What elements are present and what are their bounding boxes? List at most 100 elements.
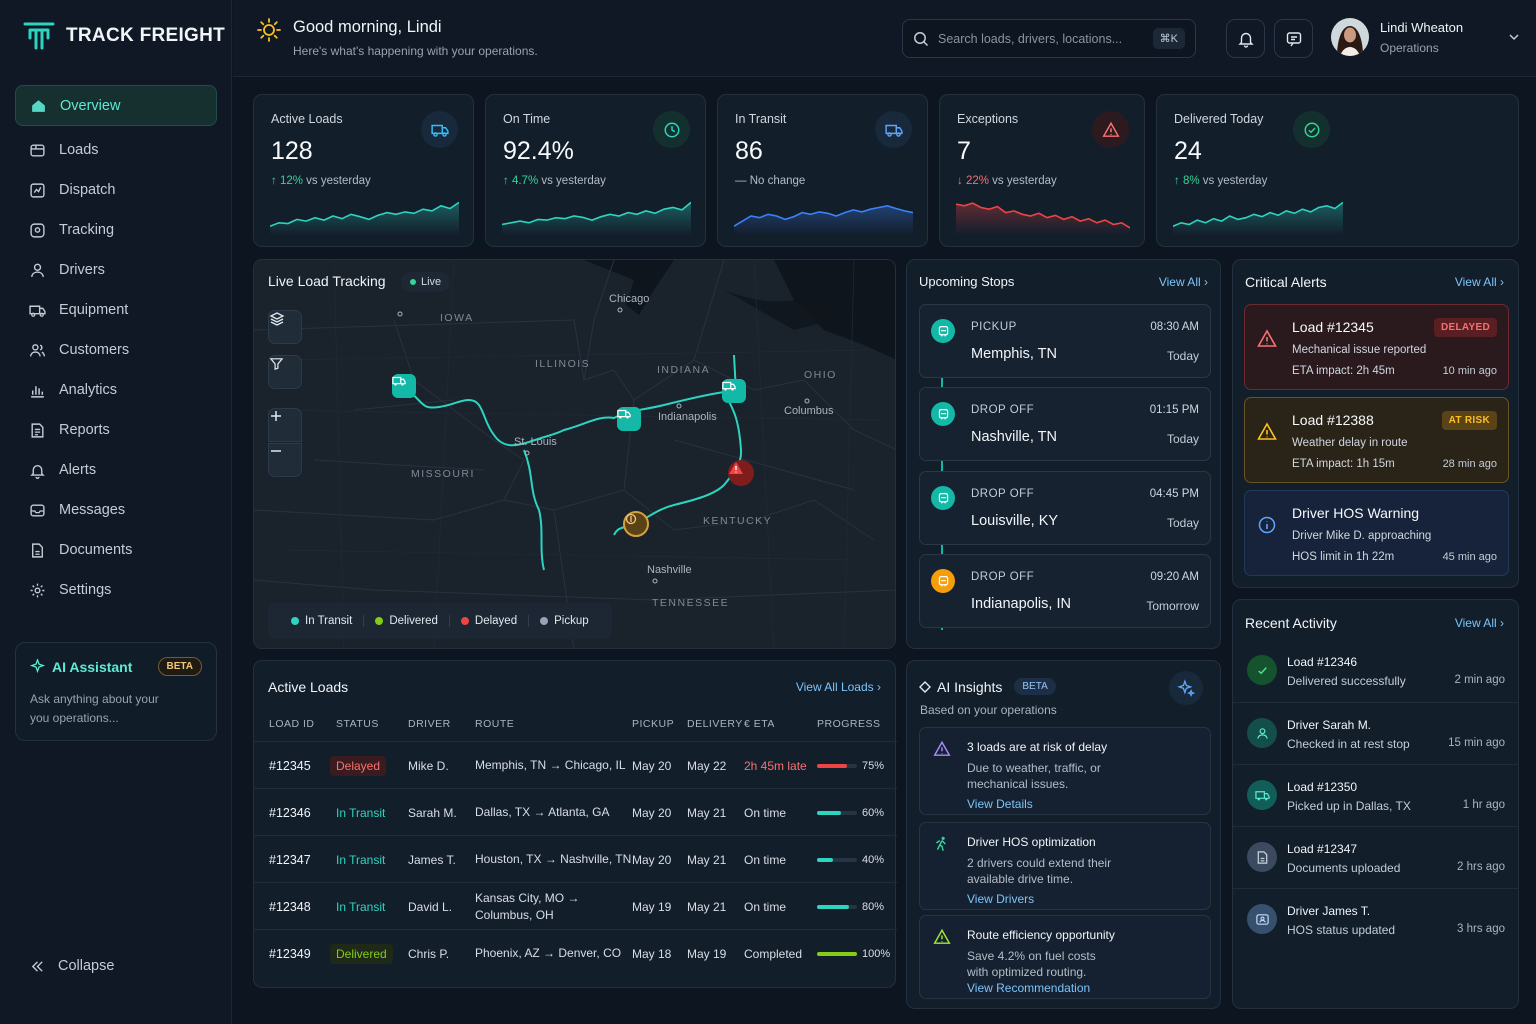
map-marker-truck[interactable] [722,379,746,403]
zoom-out-button[interactable] [268,443,302,477]
messages-button[interactable] [1274,19,1313,58]
insight-link[interactable]: View Details [967,797,1033,811]
progress-fill [817,951,857,956]
activity-item[interactable]: Load #12350 Picked up in Dallas, TX 1 hr… [1233,764,1519,826]
zoom-in-button[interactable] [268,408,302,442]
stat-change-note: No change [749,175,806,187]
sidebar-item-label: Drivers [59,262,105,278]
progress-label: 40% [862,853,885,866]
stop-location: Memphis, TN [971,346,1057,362]
sidebar-item-customers[interactable]: Customers [15,330,217,370]
warning-icon [1257,329,1277,347]
cell-status: Delivered [330,930,393,977]
brand-logo[interactable]: TRACK FREIGHT [22,20,225,52]
view-all-loads-link[interactable]: View All Loads › [795,680,881,694]
activity-item[interactable]: Load #12347 Documents uploaded 2 hrs ago [1233,826,1519,888]
trend-arrow: — [735,175,747,187]
sidebar-item-settings[interactable]: Settings [15,570,217,610]
cell-delivery: May 21 [687,852,727,867]
insight-item[interactable]: Driver HOS optimization 2 drivers could … [919,822,1211,910]
search-input[interactable] [938,31,1138,46]
stop-item[interactable]: PICKUP Memphis, TN 08:30 AM Today [919,304,1211,378]
sidebar-item-messages[interactable]: Messages [15,490,217,530]
stop-item[interactable]: DROP OFF Indianapolis, IN 09:20 AM Tomor… [919,554,1211,628]
alert-item[interactable]: Load #12345 Mechanical issue reported ET… [1244,304,1509,390]
sidebar-item-reports[interactable]: Reports [15,410,217,450]
logo-icon [23,22,55,50]
stop-item[interactable]: DROP OFF Louisville, KY 04:45 PM Today [919,471,1211,545]
cell-route: Houston, TX → Nashville, TN [475,836,631,883]
sparkline-chart [1173,201,1343,235]
stop-day: Today [1166,432,1199,446]
stop-day: Today [1166,516,1199,530]
truck-icon [430,124,449,137]
table-row[interactable]: #12346 In Transit Sarah M. Dallas, TX → … [254,788,897,835]
search-icon [914,31,929,46]
document-icon [1257,850,1267,864]
insight-link[interactable]: View Recommendation [967,981,1091,995]
stop-time: 08:30 AM [1150,321,1199,333]
sparkline-chart [270,201,459,235]
table-row[interactable]: #12348 In Transit David L. Kansas City, … [254,882,897,929]
table-row[interactable]: #12345 Delayed Mike D. Memphis, TN → Chi… [254,741,897,788]
sidebar-item-drivers[interactable]: Drivers [15,250,217,290]
activity-view-all-link[interactable]: View All › [1454,616,1504,630]
sidebar-item-equipment[interactable]: Equipment [15,290,217,330]
activity-item[interactable]: Driver Sarah M. Checked in at rest stop … [1233,702,1519,764]
activity-item[interactable]: Driver James T. HOS status updated 3 hrs… [1233,888,1519,950]
insights-sparkle-button[interactable] [1169,671,1203,705]
sidebar-item-overview[interactable]: Overview [15,85,217,126]
filter-button[interactable] [268,355,302,389]
map-marker-pickup[interactable] [623,511,649,537]
alert-item[interactable]: Load #12388 Weather delay in route ETA i… [1244,397,1509,483]
stop-type: PICKUP [971,321,1017,333]
stop-icon-badge [931,486,955,510]
table-row[interactable]: #12347 In Transit James T. Houston, TX →… [254,835,897,882]
alert-item[interactable]: Driver HOS Warning Driver Mike D. approa… [1244,490,1509,576]
search-bar: ⌘K [902,19,1196,58]
stop-item[interactable]: DROP OFF Nashville, TN 01:15 PM Today [919,387,1211,461]
collapse-button[interactable]: Collapse [30,958,114,974]
alerts-view-all-link[interactable]: View All › [1454,275,1504,289]
box-icon [30,143,45,157]
ai-assistant-label: AI Assistant [52,658,133,675]
stat-card-exceptions[interactable]: Exceptions 7 ↓ 22% vs yesterday [939,94,1145,247]
activity-item[interactable]: Load #12346 Delivered successfully 2 min… [1233,640,1519,702]
notifications-button[interactable] [1226,19,1265,58]
ai-assistant-card[interactable]: AI Assistant BETA Ask anything about you… [15,642,217,741]
trend-arrow: ↑ [271,175,277,187]
col-header-progress: PROGRESS [817,718,881,730]
cell-eta: On time [744,899,787,914]
progress-label: 75% [862,759,885,772]
map-marker-truck[interactable] [617,407,641,431]
stat-card-in-transit[interactable]: In Transit 86 — No change [717,94,928,247]
stat-card-on-time[interactable]: On Time 92.4% ↑ 4.7% vs yesterday [485,94,706,247]
sidebar-item-dispatch[interactable]: Dispatch [15,170,217,210]
map-marker-delayed[interactable] [728,460,754,486]
sidebar-item-loads[interactable]: Loads [15,130,217,170]
stop-type: DROP OFF [971,488,1035,500]
stat-card-active-loads[interactable]: Active Loads 128 ↑ 12% vs yesterday [253,94,474,247]
table-row[interactable]: #12349 Delivered Chris P. Phoenix, AZ → … [254,929,897,976]
view-all-label: View All [1454,275,1497,289]
stop-time: 01:15 PM [1149,404,1199,416]
truck-icon [884,124,903,137]
top-header: Good morning, Lindi Here's what's happen… [233,0,1536,77]
sidebar-item-analytics[interactable]: Analytics [15,370,217,410]
dispatch-icon [30,182,45,198]
insights-header: AI Insights BETA [919,678,1056,695]
stat-label: In Transit [735,112,787,126]
user-menu[interactable]: Lindi Wheaton Operations [1331,18,1521,56]
sidebar-item-alerts[interactable]: Alerts [15,450,217,490]
stat-card-delivered-today[interactable]: Delivered Today 24 ↑ 8% vs yesterday [1156,94,1519,247]
insight-item[interactable]: 3 loads are at risk of delay Due to weat… [919,727,1211,815]
sidebar-item-tracking[interactable]: Tracking [15,210,217,250]
sidebar-item-documents[interactable]: Documents [15,530,217,570]
route-line-1: Memphis, TN → Chicago, IL [475,758,626,772]
map-marker-truck[interactable] [392,374,416,398]
insight-item[interactable]: Route efficiency opportunity Save 4.2% o… [919,915,1211,999]
live-tracking-map[interactable]: Live Load Tracking Live Chicago IOWA ILL… [253,259,896,649]
layers-button[interactable] [268,310,302,344]
insight-link[interactable]: View Drivers [967,892,1035,906]
stops-view-all-link[interactable]: View All › [1158,275,1208,289]
